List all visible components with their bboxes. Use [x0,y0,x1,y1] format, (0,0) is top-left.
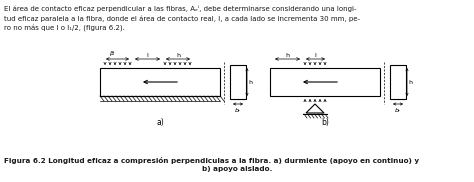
Text: tud eficaz paralela a la fibra, donde el área de contacto real, l, a cada lado s: tud eficaz paralela a la fibra, donde el… [4,15,360,21]
Text: $\beta_l$: $\beta_l$ [109,49,116,58]
Text: h: h [408,80,412,84]
Text: h: h [176,53,180,58]
Bar [270,68,380,96]
Bar [230,65,246,99]
Bar [390,65,406,99]
Text: $b_r$: $b_r$ [234,106,242,115]
Text: b) apoyo aislado.: b) apoyo aislado. [202,166,272,172]
Text: $b_r$: $b_r$ [394,106,402,115]
Bar [100,68,220,96]
Text: h: h [285,53,290,58]
Text: b): b) [321,118,329,127]
Text: h: h [248,80,252,84]
Text: l: l [146,53,148,58]
Text: El área de contacto eficaz perpendicular a las fibras, Aₑⁱ, debe determinarse co: El área de contacto eficaz perpendicular… [4,5,356,12]
Text: ro no más que l o l₁/2, (figura 6.2).: ro no más que l o l₁/2, (figura 6.2). [4,25,125,32]
Text: l: l [315,53,316,58]
Text: a): a) [156,118,164,127]
Text: Figura 6.2 Longitud eficaz a compresión perpendiculas a la fibra. a) durmiente (: Figura 6.2 Longitud eficaz a compresión … [4,157,419,164]
